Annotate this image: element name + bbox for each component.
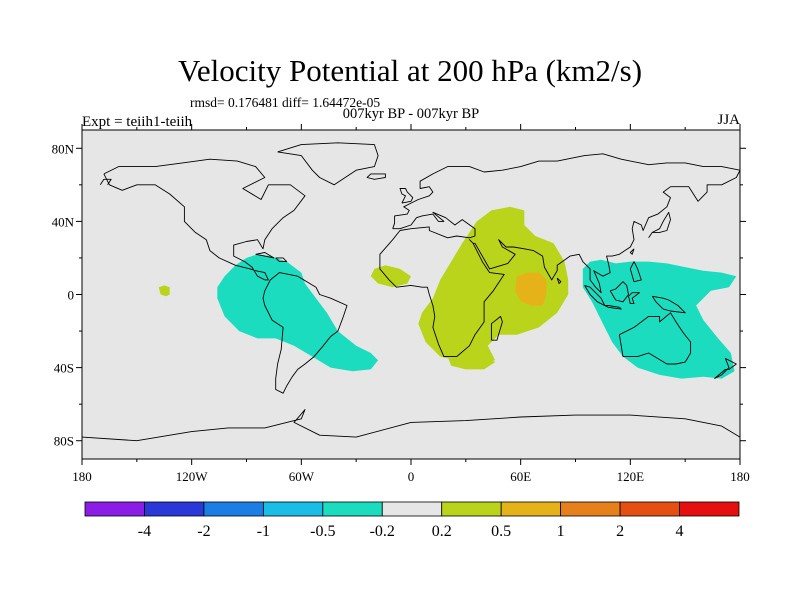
coastline-3 [379, 153, 740, 358]
coastline-13 [651, 295, 686, 314]
x-axis-ticks: 180 120W 60W 0 60E 120E 180 [72, 124, 750, 484]
colorbar-box [679, 501, 740, 517]
colorbar-box [144, 501, 205, 517]
y-tick-label: 80N [52, 141, 75, 156]
coastline-7 [648, 211, 671, 239]
colorbar-label: -1 [257, 523, 270, 540]
center-label: 007kyr BP - 007kyr BP [343, 106, 479, 122]
anomaly-region-4 [447, 354, 496, 370]
coastline-19 [556, 277, 562, 284]
coastline-8 [490, 315, 503, 341]
colorbar-box [381, 501, 443, 517]
coastline-2 [262, 272, 348, 394]
x-tick-label: 180 [730, 469, 750, 484]
x-tick-label: 120E [617, 469, 645, 484]
colorbar-label: 2 [616, 523, 624, 540]
colorbar-box [441, 501, 502, 517]
colorbar-label: -0.5 [310, 523, 335, 540]
coastline-12 [628, 292, 640, 305]
coastline-1 [103, 158, 306, 281]
coastline-20 [366, 173, 386, 180]
x-tick-label: 60E [510, 469, 531, 484]
coastlines [82, 142, 740, 442]
anomaly-region-7 [515, 272, 547, 306]
colorbar-box [500, 501, 562, 517]
colorbar-box [322, 501, 383, 517]
chart-title: Velocity Potential at 200 hPa (km2/s) [178, 53, 642, 88]
anomaly-region-6 [158, 285, 170, 297]
coastline-4 [618, 312, 692, 365]
coastline-14 [629, 261, 642, 283]
colorbar-box [619, 501, 680, 517]
left-label: Expt = teiih1-teiih [82, 114, 193, 130]
x-tick-label: 0 [408, 469, 415, 484]
y-tick-label: 80S [54, 434, 74, 449]
anomaly-regions [158, 206, 737, 379]
coastline-15 [714, 358, 737, 380]
y-axis-ticks: 80N 40N 0 40S 80S [52, 141, 746, 449]
x-tick-label: 120W [176, 469, 209, 484]
coastline-6 [399, 188, 414, 204]
colorbar-box [560, 501, 621, 517]
colorbar-label: -4 [138, 523, 151, 540]
colorbar-label: 0.2 [432, 523, 452, 540]
y-tick-label: 40S [54, 361, 74, 376]
coastline-17 [255, 252, 275, 259]
colorbar-label: -2 [197, 523, 210, 540]
coastline-10 [604, 305, 622, 310]
y-tick-label: 40N [52, 214, 75, 229]
stats-label: rmsd= 0.176481 diff= 1.64472e-05 [190, 95, 380, 110]
colorbar-labels: -4 -2 -1 -0.5 -0.2 0.2 0.5 1 2 4 [138, 523, 684, 540]
coastline-18 [275, 257, 288, 263]
coastline-5 [277, 142, 379, 186]
anomaly-region-5 [370, 265, 411, 288]
colorbar-label: 4 [676, 523, 684, 540]
colorbar-box [84, 501, 145, 517]
coastline-16 [82, 409, 740, 442]
anomaly-region-3 [418, 206, 569, 364]
coastline-11 [609, 281, 629, 303]
colorbar [84, 501, 740, 517]
colorbar-label: 1 [557, 523, 565, 540]
right-label: JJA [717, 112, 740, 128]
colorbar-label: 0.5 [491, 523, 511, 540]
x-tick-label: 180 [72, 469, 92, 484]
anomaly-region-1 [217, 254, 379, 372]
colorbar-box [203, 501, 264, 517]
colorbar-label: -0.2 [370, 523, 395, 540]
coastline-21 [629, 248, 635, 255]
y-tick-label: 0 [68, 288, 75, 303]
x-tick-label: 60W [289, 469, 315, 484]
coastline-22 [99, 178, 112, 186]
colorbar-box [262, 501, 324, 517]
